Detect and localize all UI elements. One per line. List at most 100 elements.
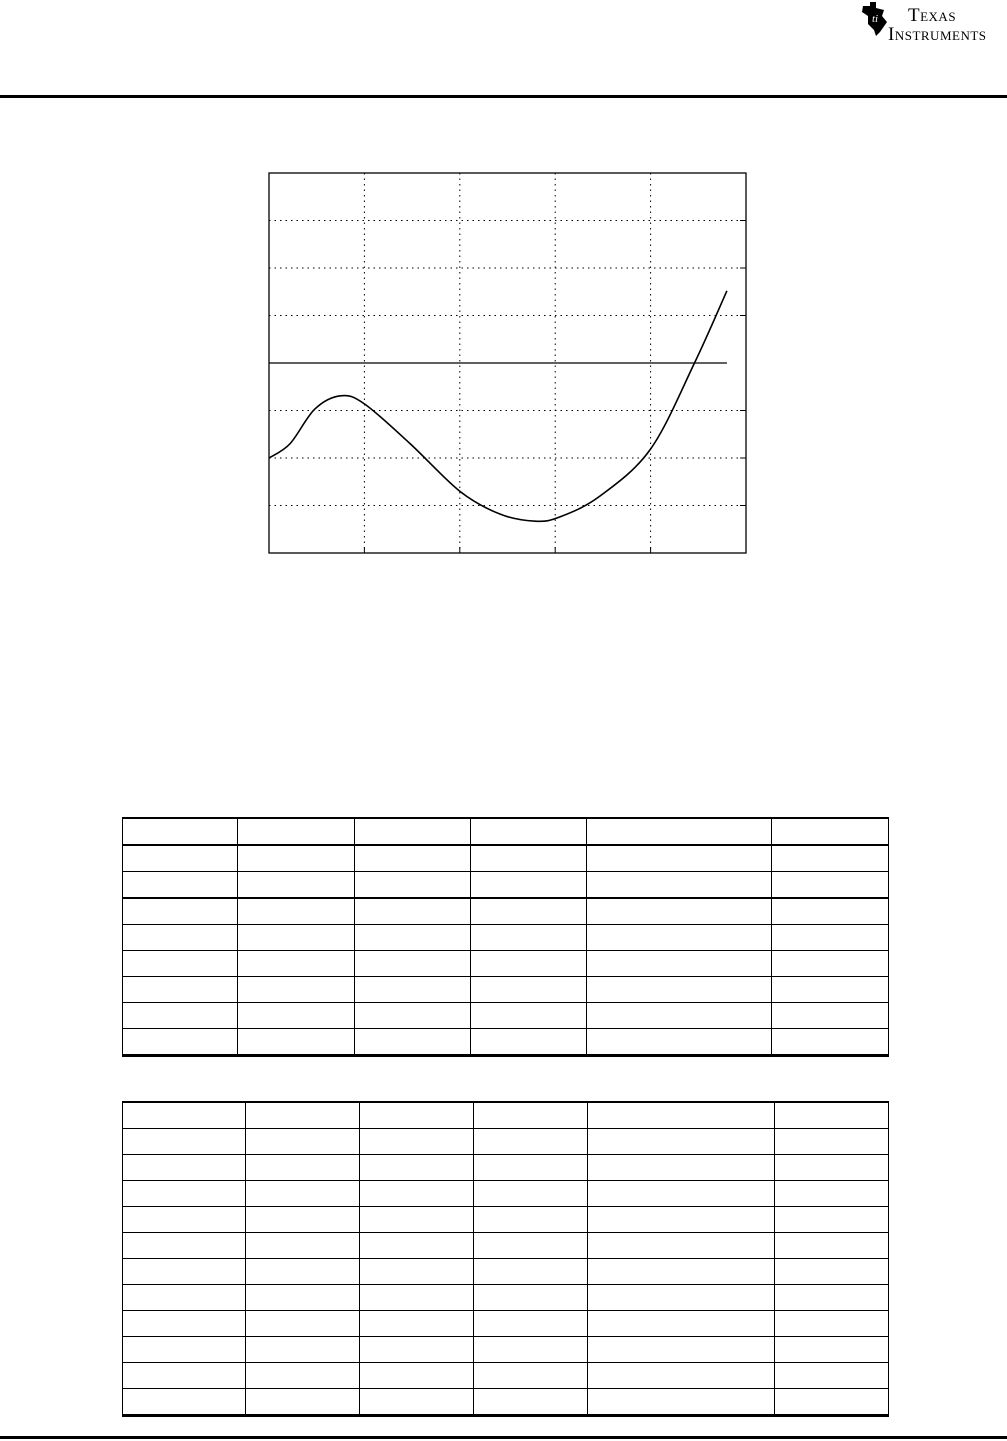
footer-rule xyxy=(0,1436,1007,1439)
table-cell xyxy=(771,897,889,925)
table-cell xyxy=(359,1206,474,1233)
table-cell xyxy=(771,924,889,951)
table-cell xyxy=(470,871,587,899)
table-cell xyxy=(122,1154,246,1181)
table-row xyxy=(122,1258,889,1285)
table-cell xyxy=(586,924,772,951)
table-cell xyxy=(586,844,772,872)
table-cell xyxy=(473,1128,588,1155)
table-cell xyxy=(470,897,587,925)
table-cell xyxy=(774,1336,889,1363)
table-row xyxy=(122,1362,889,1389)
table-cell xyxy=(774,1310,889,1337)
table-cell xyxy=(587,1284,775,1311)
table-cell xyxy=(359,1154,474,1181)
table-cell xyxy=(122,1128,246,1155)
table-cell xyxy=(122,1002,238,1029)
table-cell xyxy=(122,1258,246,1285)
table-cell xyxy=(771,817,889,846)
table-cell xyxy=(122,871,238,899)
table-cell xyxy=(354,817,471,846)
table-cell xyxy=(245,1232,360,1259)
table-cell xyxy=(359,1336,474,1363)
table-cell xyxy=(122,1388,246,1416)
table-cell xyxy=(470,1028,587,1056)
table-cell xyxy=(774,1258,889,1285)
svg-text:ti: ti xyxy=(872,13,878,25)
table-cell xyxy=(359,1284,474,1311)
table-cell xyxy=(473,1101,588,1129)
table-row xyxy=(122,950,889,977)
table-cell xyxy=(122,1336,246,1363)
table-cell xyxy=(359,1362,474,1389)
logo-word-instruments: Instruments xyxy=(888,24,987,45)
table-cell xyxy=(587,1154,775,1181)
table-cell xyxy=(359,1101,474,1129)
table-cell xyxy=(359,1258,474,1285)
table-cell xyxy=(587,1388,775,1416)
table-cell xyxy=(122,924,238,951)
table-cell xyxy=(587,1232,775,1259)
table-cell xyxy=(473,1310,588,1337)
table-cell xyxy=(245,1154,360,1181)
table-cell xyxy=(587,1101,775,1129)
table-cell xyxy=(473,1180,588,1207)
table-cell xyxy=(245,1258,360,1285)
table-cell xyxy=(237,817,355,846)
table-cell xyxy=(245,1101,360,1129)
table-cell xyxy=(771,844,889,872)
table-cell xyxy=(774,1362,889,1389)
table-row xyxy=(122,1128,889,1155)
table-row xyxy=(122,1310,889,1337)
table-cell xyxy=(774,1206,889,1233)
table-row xyxy=(122,924,889,951)
table-cell xyxy=(354,924,471,951)
table-cell xyxy=(122,976,238,1003)
table-cell xyxy=(473,1206,588,1233)
table-row xyxy=(122,1232,889,1259)
table-cell xyxy=(122,897,238,925)
table-cell xyxy=(473,1258,588,1285)
header-rule xyxy=(0,95,1007,98)
table-cell xyxy=(771,871,889,899)
table-cell xyxy=(771,950,889,977)
table-cell xyxy=(470,924,587,951)
table-cell xyxy=(237,1002,355,1029)
table-cell xyxy=(237,871,355,899)
table-cell xyxy=(470,976,587,1003)
table-cell xyxy=(122,1101,246,1129)
table-cell xyxy=(122,1028,238,1056)
table-cell xyxy=(473,1362,588,1389)
table-cell xyxy=(359,1180,474,1207)
table-row xyxy=(122,1154,889,1181)
series-line xyxy=(268,290,728,523)
table-cell xyxy=(245,1336,360,1363)
table-row xyxy=(122,1028,889,1056)
table-cell xyxy=(586,871,772,899)
table-cell xyxy=(586,950,772,977)
table-cell xyxy=(354,976,471,1003)
table-cell xyxy=(470,1002,587,1029)
texas-instruments-logo: ti Texas Instruments xyxy=(860,2,1007,50)
table-row xyxy=(122,1336,889,1363)
table-cell xyxy=(470,844,587,872)
table-cell xyxy=(586,1028,772,1056)
table-cell xyxy=(587,1128,775,1155)
ti-state-logo-icon: ti xyxy=(862,2,887,36)
table-cell xyxy=(774,1128,889,1155)
table-cell xyxy=(470,817,587,846)
table-cell xyxy=(354,871,471,899)
table-cell xyxy=(771,1028,889,1056)
data-table-1 xyxy=(122,817,889,1057)
table-cell xyxy=(473,1284,588,1311)
table-cell xyxy=(354,1002,471,1029)
table-cell xyxy=(586,1002,772,1029)
table-cell xyxy=(354,897,471,925)
table-cell xyxy=(354,1028,471,1056)
plot-frame xyxy=(268,172,747,554)
table-cell xyxy=(470,950,587,977)
table-cell xyxy=(122,1180,246,1207)
table-cell xyxy=(774,1388,889,1416)
table-cell xyxy=(586,817,772,846)
data-table-2 xyxy=(122,1101,889,1417)
